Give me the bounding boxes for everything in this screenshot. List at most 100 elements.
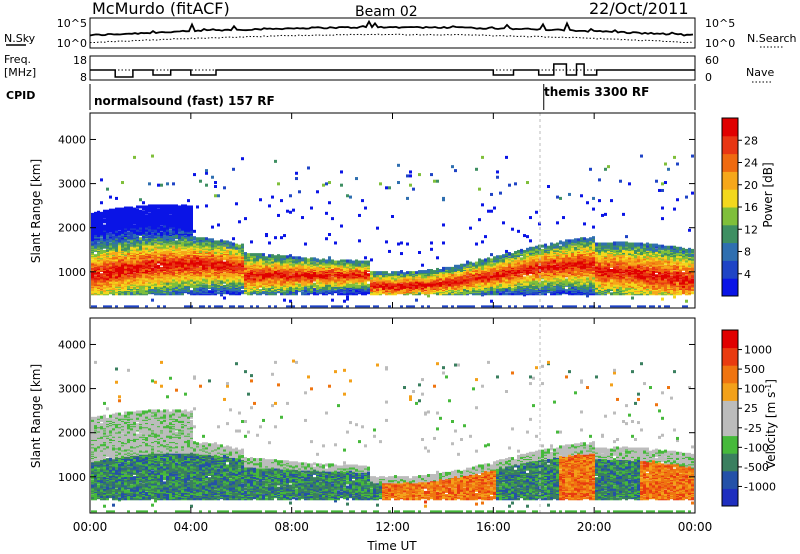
heatmap-cell: [208, 267, 211, 270]
heatmap-cell: [106, 305, 109, 307]
heatmap-cell: [193, 173, 196, 176]
heatmap-cell: [100, 178, 103, 181]
heatmap-cell: [130, 207, 133, 210]
heatmap-cell: [214, 194, 217, 197]
heatmap-cell: [202, 279, 205, 282]
heatmap-cell: [205, 184, 208, 187]
heatmap-cell: [103, 218, 106, 221]
freq-label-2: [MHz]: [4, 66, 36, 79]
heatmap-cell: [163, 244, 166, 247]
heatmap-cell: [199, 305, 202, 307]
heatmap-cell: [169, 204, 172, 207]
heatmap-cell: [142, 211, 145, 214]
heatmap-cell: [127, 244, 130, 247]
heatmap-cell: [112, 235, 115, 238]
heatmap-cell: [100, 212, 103, 215]
heatmap-cell: [181, 241, 184, 244]
heatmap-cell: [172, 204, 175, 207]
heatmap-cell: [166, 204, 169, 207]
heatmap-cell: [205, 204, 208, 207]
heatmap-cell: [214, 185, 217, 188]
heatmap-cell: [91, 213, 94, 216]
radar-summary-plot: McMurdo (fitACF) Beam 02 22/Oct/2011 10^…: [0, 0, 800, 554]
heatmap-cell: [115, 305, 118, 307]
heatmap-cell: [142, 241, 145, 244]
heatmap-cell: [217, 305, 220, 307]
heatmap-cell: [211, 226, 214, 229]
heatmap-cell: [94, 275, 97, 278]
heatmap-cell: [217, 223, 220, 226]
heatmap-cell: [160, 204, 163, 207]
heatmap-cell: [151, 155, 154, 158]
heatmap-cell: [217, 291, 220, 294]
heatmap-cell: [208, 290, 211, 293]
heatmap-cell: [205, 285, 208, 288]
heatmap-cell: [139, 237, 142, 240]
heatmap-cell: [184, 251, 187, 254]
heatmap-cell: [175, 240, 178, 243]
heatmap-cell: [112, 209, 115, 212]
heatmap-cell: [223, 297, 226, 300]
heatmap-cell: [127, 274, 130, 277]
heatmap-cell: [154, 204, 157, 207]
freq-tick-top: 18: [73, 54, 87, 67]
heatmap-cell: [223, 186, 226, 189]
freq-panel: 18 8 60 0 Freq. [MHz] Nave: [4, 53, 774, 84]
heatmap-cell: [118, 246, 121, 249]
heatmap-cell: [193, 236, 196, 239]
heatmap-cell: [127, 207, 130, 210]
heatmap-cell: [145, 283, 148, 286]
heatmap-cell: [193, 230, 196, 233]
heatmap-cell: [115, 197, 118, 200]
heatmap-cell: [211, 238, 214, 241]
heatmap-cell: [91, 259, 94, 262]
heatmap-cell: [100, 237, 103, 240]
heatmap-cell: [109, 243, 112, 246]
heatmap-cell: [163, 204, 166, 207]
heatmap-cell: [133, 305, 136, 307]
heatmap-cell: [232, 168, 235, 171]
heatmap-cell: [211, 176, 214, 179]
heatmap-cell: [157, 209, 160, 212]
heatmap-cell: [184, 204, 187, 207]
heatmap-cell: [208, 305, 211, 307]
heatmap-cell: [154, 269, 157, 272]
heatmap-cell: [181, 251, 184, 254]
heatmap-cell: [103, 250, 106, 253]
heatmap-cell: [178, 205, 181, 208]
heatmap-cell: [121, 181, 124, 184]
heatmap-cell: [208, 285, 211, 288]
heatmap-cell: [202, 285, 205, 288]
heatmap-cell: [166, 182, 169, 185]
heatmap-cell: [94, 212, 97, 215]
heatmap-cell: [196, 262, 199, 265]
heatmap-cell: [175, 204, 178, 207]
cpid-label: CPID: [6, 89, 35, 102]
heatmap-cell: [160, 226, 163, 229]
heatmap-cell: [235, 268, 238, 271]
heatmap-cell: [103, 225, 106, 228]
heatmap-cell: [100, 268, 103, 271]
heatmap-cell: [226, 240, 229, 243]
heatmap-cell: [151, 259, 154, 262]
date-title: 22/Oct/2011: [589, 0, 689, 18]
heatmap-cell: [127, 240, 130, 243]
noise-left-tick-bottom: 10^0: [57, 37, 87, 50]
heatmap-cell: [160, 267, 163, 270]
heatmap-cell: [232, 243, 235, 246]
heatmap-cell: [136, 209, 139, 212]
heatmap-cell: [109, 209, 112, 212]
heatmap-cell: [133, 225, 136, 228]
heatmap-cell: [205, 237, 208, 240]
nave-label: Nave: [746, 66, 774, 79]
station-title: McMurdo (fitACF): [92, 0, 230, 18]
heatmap-cell: [214, 181, 217, 184]
heatmap-cell: [148, 182, 151, 185]
heatmap-cell: [163, 305, 166, 307]
noise-search-line: [90, 34, 693, 43]
heatmap-cell: [151, 299, 154, 302]
heatmap-cell: [130, 305, 133, 307]
heatmap-cell: [145, 305, 148, 307]
heatmap-cell: [100, 201, 103, 204]
cpid-segment-1: normalsound (fast) 157 RF: [94, 94, 275, 108]
